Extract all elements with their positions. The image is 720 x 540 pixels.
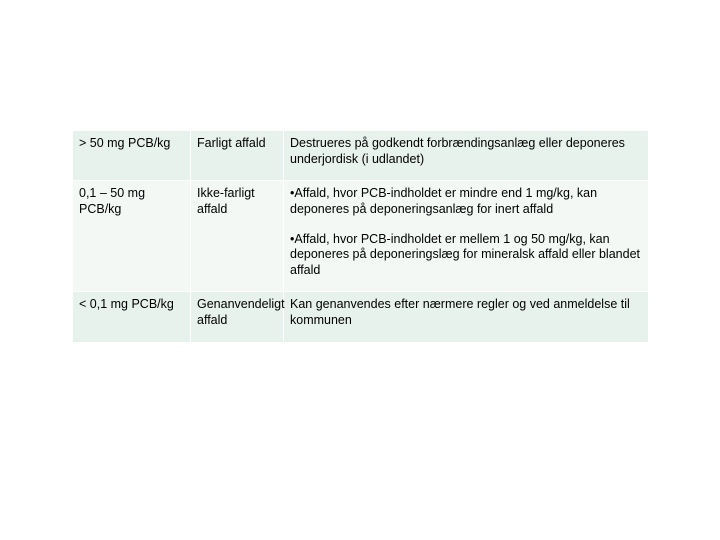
table-row: 0,1 – 50 mg PCB/kg Ikke-farligt affald •… [73,181,649,292]
handling-cell: Kan genanvendes efter nærmere regler og … [284,292,648,341]
handling-cell: Destrueres på godkendt forbrændingsanlæg… [284,131,648,180]
pcb-classification-table: > 50 mg PCB/kg Farligt affald Destrueres… [72,130,648,343]
table: > 50 mg PCB/kg Farligt affald Destrueres… [72,130,649,343]
handling-cell: •Affald, hvor PCB-indholdet er mindre en… [284,181,648,291]
classification-cell: Ikke-farligt affald [191,181,283,230]
classification-cell: Genanvendeligt affald [191,292,283,341]
table-row: > 50 mg PCB/kg Farligt affald Destrueres… [73,131,649,181]
handling-paragraph: •Affald, hvor PCB-indholdet er mellem 1 … [290,232,642,279]
range-cell: 0,1 – 50 mg PCB/kg [73,181,190,230]
handling-paragraph: •Affald, hvor PCB-indholdet er mindre en… [290,186,642,217]
classification-cell: Farligt affald [191,131,283,165]
table-row: < 0,1 mg PCB/kg Genanvendeligt affald Ka… [73,292,649,342]
range-cell: < 0,1 mg PCB/kg [73,292,190,326]
range-cell: > 50 mg PCB/kg [73,131,190,165]
